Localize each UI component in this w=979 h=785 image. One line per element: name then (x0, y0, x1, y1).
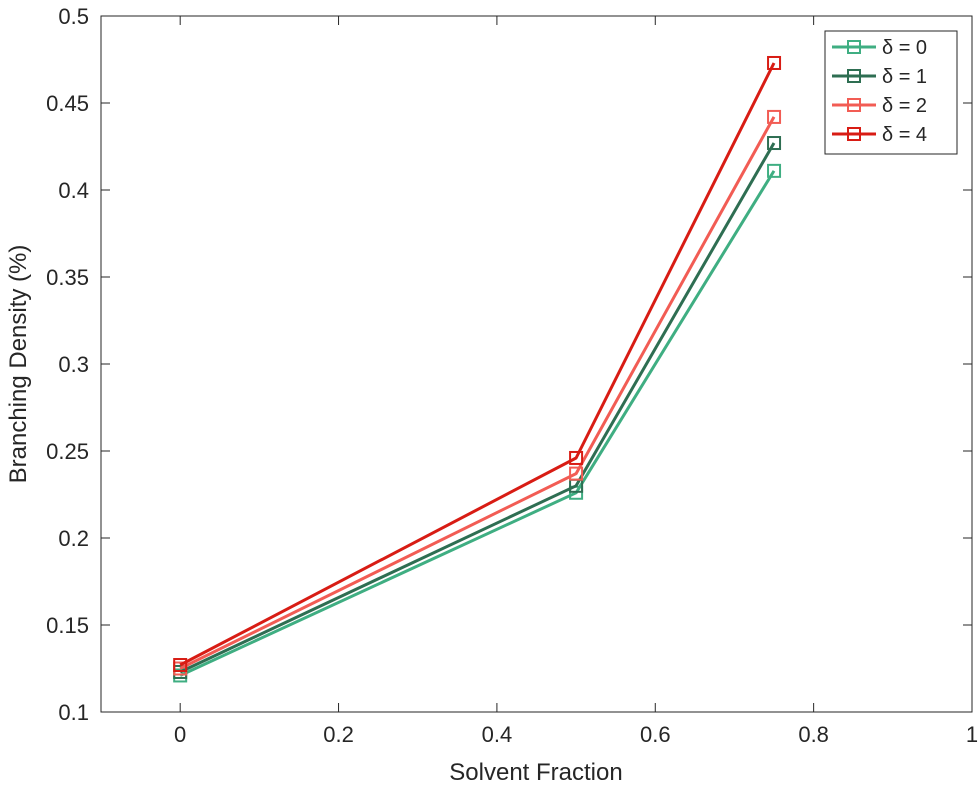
x-tick-label: 0.8 (798, 722, 829, 747)
legend-marker (847, 98, 861, 112)
data-point-marker (173, 658, 188, 673)
x-tick-label: 0.2 (323, 722, 354, 747)
legend-marker (847, 127, 861, 141)
series-line (179, 62, 776, 667)
x-tick-label: 0.4 (482, 722, 513, 747)
series-layer (173, 55, 782, 683)
legend-label: δ = 2 (882, 95, 927, 117)
x-tick-labels: 0 0.2 0.4 0.6 0.8 1 (174, 722, 978, 747)
y-tick-label: 0.35 (46, 265, 89, 290)
y-tick-label: 0.25 (46, 439, 89, 464)
data-point-marker (767, 163, 782, 178)
ticks-layer (101, 15, 973, 713)
series-line (179, 142, 776, 674)
y-tick-label: 0.15 (46, 613, 89, 638)
legend-marker (847, 69, 861, 83)
legend-label: δ = 0 (882, 37, 927, 59)
series-line (179, 116, 776, 670)
y-tick-label: 0.4 (58, 178, 89, 203)
legend: δ = 0 δ = 1 δ = 2 δ = 4 (824, 30, 958, 155)
y-tick-label: 0.45 (46, 91, 89, 116)
legend-label: δ = 4 (882, 124, 927, 146)
data-point-marker (767, 109, 782, 124)
x-tick-label: 0 (174, 722, 186, 747)
x-tick-label: 0.6 (640, 722, 671, 747)
y-tick-label: 0.3 (58, 352, 89, 377)
data-point-marker (767, 55, 782, 70)
legend-marker (847, 40, 861, 54)
data-point-marker (569, 466, 584, 481)
series-3 (173, 55, 782, 673)
data-point-marker (569, 450, 584, 465)
y-tick-label: 0.5 (58, 4, 89, 29)
y-tick-label: 0.1 (58, 700, 89, 725)
y-axis-label: Branching Density (%) (5, 245, 32, 484)
x-tick-label: 1 (966, 722, 978, 747)
data-point-marker (767, 136, 782, 151)
x-axis-label: Solvent Fraction (449, 759, 622, 785)
y-tick-label: 0.2 (58, 526, 89, 551)
legend-label: δ = 1 (882, 66, 927, 88)
y-tick-labels: 0.1 0.15 0.2 0.25 0.3 0.35 0.4 0.45 0.5 (46, 4, 89, 725)
